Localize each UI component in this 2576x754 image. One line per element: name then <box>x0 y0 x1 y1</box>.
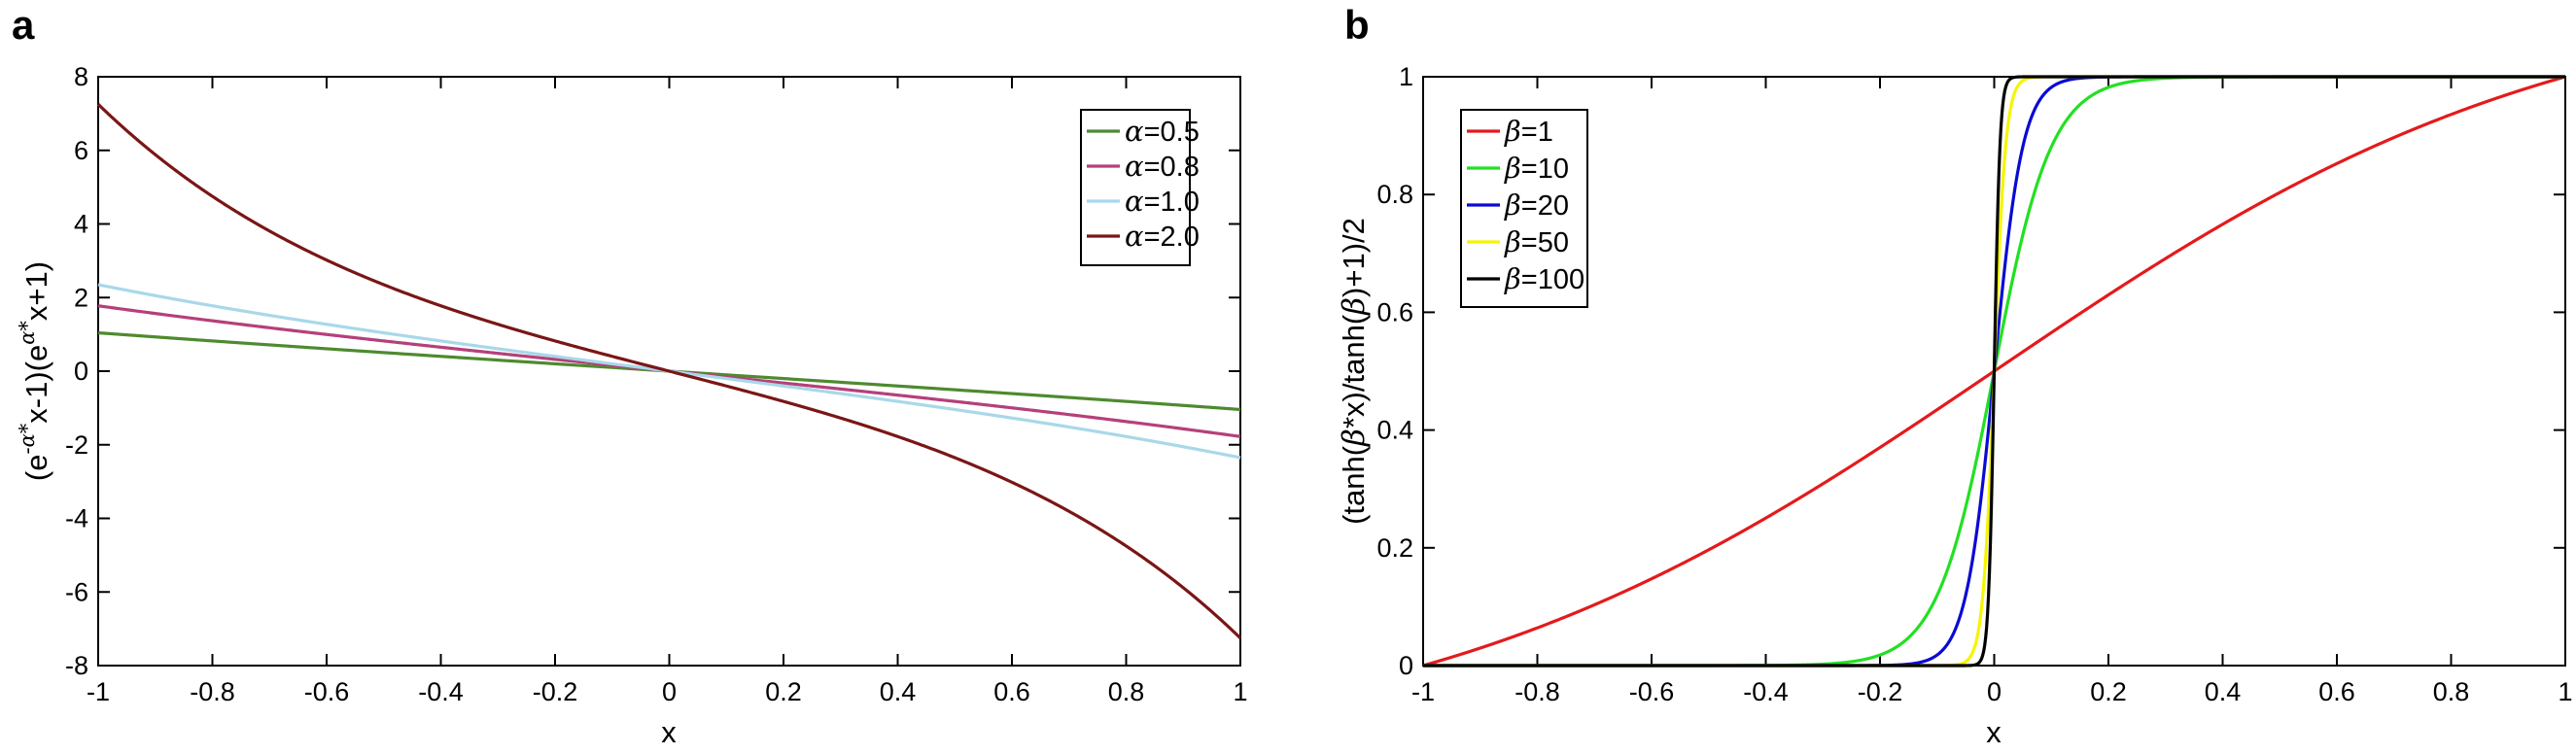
series-line-α=2.0 <box>96 103 1242 639</box>
x-tick-label: 0 <box>1987 677 2002 706</box>
panel-a: a -1 -0.8 -0.6 -0.4 -0.2 0 0.2 0.4 0.6 0.8 1 -8 -6 -4… <box>12 2 1248 749</box>
x-tick-label: -1 <box>87 677 110 706</box>
y-tick-label: 0 <box>1399 651 1413 680</box>
x-axis-label-a: x <box>661 715 677 749</box>
axis-ticks-b: -1 -0.8 -0.6 -0.4 -0.2 0 0.2 0.4 0.6 0.8 1 0 0.2 0.4 0… <box>1376 62 2572 706</box>
x-tick-label: -0.8 <box>1514 677 1560 706</box>
y-tick-label: 4 <box>74 210 88 239</box>
x-tick-label: 0 <box>662 677 677 706</box>
y-axis-label-a: (e-α*x-1)(eα*x+1) <box>16 261 53 481</box>
legend-label: α=1.0 <box>1125 185 1200 218</box>
x-tick-label: 0.6 <box>2318 677 2355 706</box>
legend-label: β=50 <box>1504 225 1569 258</box>
x-axis-label-b: x <box>1986 715 2002 749</box>
axis-ticks-a: -1 -0.8 -0.6 -0.4 -0.2 0 0.2 0.4 0.6 0.8 1 -8 -6 -4 -2… <box>65 62 1248 706</box>
panel-a-label: a <box>12 2 35 48</box>
legend-b: β=1 β=10β=20β=50 β=100 <box>1460 109 1588 308</box>
y-tick-label: -4 <box>65 504 88 533</box>
series-lines-b <box>1422 75 2566 668</box>
y-tick-label: 0.2 <box>1376 533 1413 563</box>
legend-label: β=1 <box>1504 115 1553 148</box>
series-lines-a <box>96 103 1242 639</box>
legend-label: β=20 <box>1504 188 1569 222</box>
y-tick-label: 0.6 <box>1376 297 1413 326</box>
legend-label: α=0.8 <box>1125 150 1200 183</box>
x-tick-label: 0.2 <box>765 677 802 706</box>
y-tick-label: 1 <box>1399 62 1413 91</box>
x-tick-label: -0.2 <box>533 677 578 706</box>
x-tick-label: 0.4 <box>880 677 917 706</box>
y-tick-label: -8 <box>65 651 88 680</box>
x-tick-label: -0.6 <box>1629 677 1675 706</box>
legend-label: β=100 <box>1504 262 1584 295</box>
y-tick-label: 6 <box>74 136 88 165</box>
panel-b-label: b <box>1344 2 1370 48</box>
x-tick-label: 0.8 <box>2433 677 2470 706</box>
x-tick-label: -1 <box>1411 677 1435 706</box>
legend-label: α=0.5 <box>1125 115 1200 148</box>
y-tick-label: 0.8 <box>1376 180 1413 209</box>
y-tick-label: 0.4 <box>1376 416 1413 445</box>
x-tick-label: -0.4 <box>1743 677 1789 706</box>
x-tick-label: -0.6 <box>304 677 350 706</box>
x-tick-label: 1 <box>1233 677 1247 706</box>
x-tick-label: 0.6 <box>993 677 1030 706</box>
y-tick-label: 0 <box>74 357 88 386</box>
x-tick-label: 0.2 <box>2090 677 2127 706</box>
series-line-β=100 <box>1423 75 2565 668</box>
x-tick-label: -0.2 <box>1858 677 1903 706</box>
y-tick-label: 2 <box>74 283 88 312</box>
legend-label: α=2.0 <box>1125 220 1200 253</box>
legend-box <box>1080 109 1191 266</box>
x-tick-label: 1 <box>2558 677 2572 706</box>
y-axis-label-b: (tanh(β*x)/tanh(β)+1)/2 <box>1337 218 1372 525</box>
panel-b: b -1 -0.8 -0.6 -0.4 -0.2 0 0.2 0.4 0.6 0.8 1 0 0.2 0.… <box>1337 2 2573 749</box>
x-tick-label: 0.4 <box>2205 677 2242 706</box>
x-tick-label: -0.8 <box>190 677 235 706</box>
legend-box <box>1460 109 1588 308</box>
legend-label: β=10 <box>1504 152 1569 185</box>
legend-a: α=0.5α=0.8α=1.0α=2.0 <box>1080 109 1200 266</box>
y-tick-label: -2 <box>65 430 88 460</box>
y-tick-label: -6 <box>65 577 88 606</box>
y-tick-label: 8 <box>74 62 88 91</box>
x-tick-label: -0.4 <box>418 677 464 706</box>
x-tick-label: 0.8 <box>1108 677 1145 706</box>
